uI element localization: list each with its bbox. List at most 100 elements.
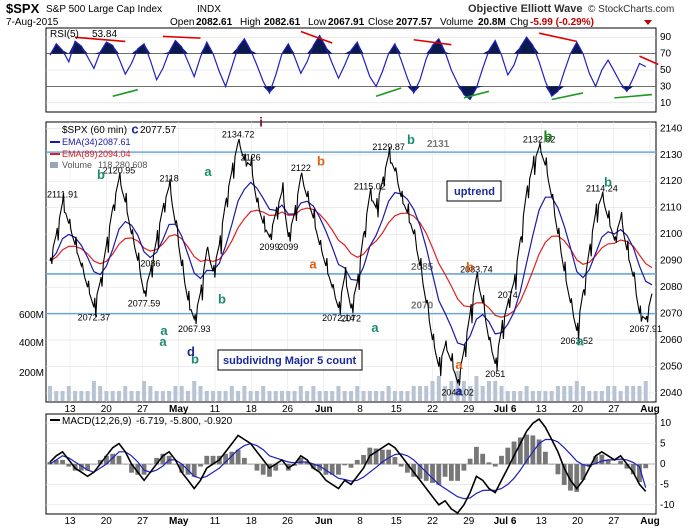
volume-bar	[386, 386, 391, 401]
price-annotation: 2126	[241, 152, 261, 162]
rsi-divergence-bull	[614, 93, 653, 99]
macd-histogram-bar	[555, 464, 561, 475]
volume-bar	[543, 391, 548, 401]
macd-x-tick-label: 11	[210, 516, 221, 527]
volume-bar	[480, 386, 485, 401]
macd-histogram-bar	[461, 464, 467, 471]
volume-bar	[405, 391, 410, 401]
macd-x-tick-label: 27	[137, 516, 149, 527]
price-tick-label: 2110	[660, 203, 682, 214]
macd-signal-line	[49, 438, 647, 500]
macd-histogram-bar	[448, 464, 454, 481]
macd-histogram-bar	[549, 464, 555, 465]
volume-bar	[468, 386, 473, 401]
ema89-legend: EMA(89)	[62, 149, 98, 159]
subdividing-box-frame	[217, 349, 363, 371]
price-tick-label: 2070	[660, 309, 683, 320]
macd-histogram-bar	[568, 464, 573, 491]
volume-bar	[555, 386, 560, 401]
volume-bar	[104, 391, 109, 401]
macd-histogram-bar	[267, 464, 272, 477]
rsi-layer: 10 30 50 70 90	[46, 30, 672, 109]
macd-histogram-bar	[323, 464, 329, 475]
macd-histogram-bar	[492, 464, 498, 467]
macd-histogram-bar	[511, 441, 517, 465]
macd-histogram-bar	[467, 458, 473, 465]
volume-bar	[148, 386, 153, 401]
macd-histogram-bar	[116, 455, 122, 465]
volume-legend: Volume	[62, 160, 92, 170]
price-annotation: 2083.74	[460, 264, 493, 274]
volume-bar	[98, 386, 103, 401]
price-x-tick-label: 13	[536, 404, 548, 415]
price-x-tick-label: 11	[210, 404, 221, 415]
rsi-divergence-bull	[375, 87, 402, 98]
macd-histogram-bar	[53, 459, 59, 465]
volume-bar	[367, 391, 372, 401]
macd-x-tick-label: 13	[536, 516, 548, 527]
volume-bar	[380, 391, 385, 401]
volume-bar	[48, 386, 52, 401]
macd-tick-label: 10	[660, 418, 672, 429]
macd-x-tick-label: 8	[357, 516, 363, 527]
volume-bar	[512, 391, 517, 401]
price-x-tick-label: 29	[463, 404, 475, 415]
wave-label: a	[455, 357, 463, 372]
macd-histogram-bar	[499, 455, 504, 465]
macd-histogram-bar	[480, 453, 486, 465]
price-level-label: 2070	[411, 301, 434, 312]
volume-bar	[606, 386, 611, 401]
price-tick-label: 2120	[660, 176, 683, 187]
volume-bar	[411, 386, 416, 401]
macd-histogram-bar	[536, 439, 542, 465]
volume-tick-label: 400M	[19, 338, 44, 349]
volume-bar	[185, 391, 190, 401]
wave-label: b	[466, 259, 474, 274]
macd-histogram-bar	[624, 464, 630, 469]
volume-bar	[524, 386, 529, 401]
volume-bar	[167, 391, 172, 401]
macd-histogram-bar	[304, 461, 310, 465]
price-annotation: 2099	[278, 242, 298, 252]
price-x-tick-label: Jul 6	[494, 404, 517, 415]
uptrend-text: uptrend	[454, 186, 495, 198]
volume-bar	[399, 391, 404, 401]
macd-histogram-bar	[91, 464, 97, 465]
volume-bar	[311, 386, 316, 401]
rsi-line	[49, 34, 646, 101]
macd-x-tick-label: 27	[608, 516, 620, 527]
volume-bar	[91, 381, 96, 401]
volume-bar	[198, 386, 203, 401]
price-x-tick-label: 13	[64, 404, 76, 415]
volume-bar	[66, 386, 71, 401]
macd-histogram-bar	[66, 464, 72, 467]
volume-bar	[518, 391, 523, 401]
macd-histogram-bar	[373, 448, 379, 465]
macd-title-text: MACD(12,26,9)	[62, 416, 131, 427]
macd-histogram-bar	[392, 457, 398, 465]
volume-bar	[587, 391, 592, 401]
rsi-tick-label: 50	[660, 65, 672, 76]
volume-bar	[355, 386, 360, 401]
macd-histogram-bar	[442, 464, 448, 477]
ema34-legend: EMA(34)	[62, 137, 98, 147]
price-annotation: 2044.02	[441, 387, 474, 397]
wave-label: a	[160, 323, 168, 338]
subdividing-box: subdividng Major 5 count	[217, 349, 363, 371]
macd-histogram-bar	[248, 464, 254, 465]
close-value: 2077.57	[396, 17, 433, 28]
macd-tick-label: -10	[660, 500, 675, 511]
macd-histogram-bar	[191, 464, 197, 477]
macd-x-tick-label: 20	[572, 516, 584, 527]
price-x-tick-label: 18	[246, 404, 258, 415]
macd-histogram-bar	[574, 464, 580, 492]
macd-x-tick-label: 20	[101, 516, 113, 527]
volume-bar	[135, 391, 140, 401]
volume-bar	[179, 386, 184, 401]
macd-x-tick-label: Jun	[315, 516, 333, 527]
wave-label: a	[455, 384, 463, 399]
macd-histogram-bar	[154, 457, 160, 465]
macd-histogram-bar	[517, 437, 523, 465]
macd-histogram-bar	[486, 462, 492, 465]
